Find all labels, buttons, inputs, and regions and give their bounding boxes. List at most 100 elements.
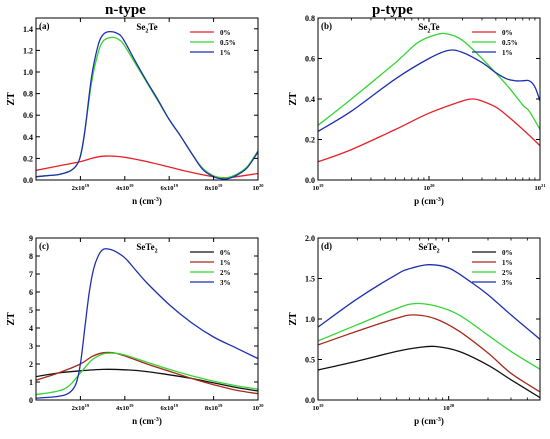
y-tick-label: 7 bbox=[29, 270, 33, 279]
panel-label: (c) bbox=[39, 241, 49, 251]
y-tick-label: 1 bbox=[29, 378, 33, 387]
x-tick-label: 4x1019 bbox=[116, 183, 134, 192]
y-tick-label: 0 bbox=[29, 396, 33, 405]
y-tick-label: 0.8 bbox=[305, 14, 315, 23]
y-tick-label: 0.4 bbox=[23, 133, 33, 142]
legend: 0% 1% 2% 3% bbox=[472, 249, 513, 287]
series-line-1% bbox=[36, 351, 258, 395]
x-tick-label: 1020 bbox=[253, 183, 265, 192]
legend-label: 2% bbox=[502, 269, 513, 277]
y-tick-label: 0.8 bbox=[23, 90, 33, 99]
series-line-2% bbox=[36, 352, 258, 396]
panel-title: SeTe2 bbox=[418, 242, 439, 255]
legend-label: 3% bbox=[220, 279, 231, 287]
series-line-0% bbox=[36, 155, 258, 179]
series-group bbox=[318, 32, 540, 163]
legend-label: 0% bbox=[220, 29, 231, 37]
panel-label: (b) bbox=[321, 21, 332, 31]
x-axis-label: p (cm-3) bbox=[414, 416, 444, 426]
plot-frame bbox=[35, 17, 259, 181]
legend: 0% 0.5% 1% bbox=[190, 29, 236, 57]
legend-label: 0.5% bbox=[220, 39, 236, 47]
series-group bbox=[318, 264, 540, 399]
x-tick-label: 2x1019 bbox=[72, 403, 90, 412]
y-tick-label: 0.2 bbox=[23, 154, 33, 163]
y-tick-label: 0.0 bbox=[305, 176, 315, 185]
panel-title: Se2Te bbox=[136, 22, 157, 35]
y-tick-label: 0.6 bbox=[23, 111, 33, 120]
series-line-1% bbox=[36, 30, 258, 180]
series-group bbox=[36, 248, 258, 399]
plot-frame bbox=[35, 237, 259, 401]
y-tick-label: 9 bbox=[29, 234, 33, 243]
y-tick-label: 0.4 bbox=[305, 95, 315, 104]
y-axis-label: ZT bbox=[6, 92, 17, 106]
x-tick-label: 1019 bbox=[313, 403, 325, 412]
legend: 0% 0.5% 1% bbox=[472, 29, 518, 57]
y-tick-label: 2.0 bbox=[305, 234, 315, 243]
series-line-1% bbox=[318, 49, 540, 132]
panel-label: (d) bbox=[321, 241, 332, 251]
x-tick-label: 6x1019 bbox=[160, 403, 178, 412]
x-tick-label: 2x1019 bbox=[72, 183, 90, 192]
y-axis-label: ZT bbox=[288, 312, 299, 326]
series-line-3% bbox=[36, 248, 258, 399]
x-tick-label: 8x1019 bbox=[205, 183, 223, 192]
x-tick-label: 1021 bbox=[535, 183, 547, 192]
y-tick-label: 5 bbox=[29, 306, 33, 315]
n-type-header: n-type bbox=[105, 2, 146, 18]
x-tick-label: 1020 bbox=[443, 403, 455, 412]
legend-label: 3% bbox=[502, 279, 513, 287]
legend-label: 1% bbox=[220, 49, 231, 57]
panel-d: 0.0 0.5 1.0 1.5 2.0 1019 1020 p (cm-3) ZT (d) SeTe… bbox=[288, 234, 541, 426]
y-tick-label: 1.4 bbox=[23, 25, 33, 34]
y-tick-label: 0.2 bbox=[305, 136, 315, 145]
x-tick-label: 6x1019 bbox=[160, 183, 178, 192]
panel-title: Se2Te bbox=[418, 22, 439, 35]
y-tick-label: 1.5 bbox=[305, 275, 315, 284]
legend-label: 1% bbox=[502, 259, 513, 267]
x-tick-label: 1019 bbox=[313, 183, 325, 192]
series-line-0.5% bbox=[36, 36, 258, 179]
series-group bbox=[36, 30, 258, 180]
y-tick-label: 3 bbox=[29, 342, 33, 351]
y-tick-label: 4 bbox=[29, 324, 33, 333]
series-line-0.5% bbox=[318, 32, 540, 130]
series-line-0% bbox=[36, 368, 258, 392]
y-tick-label: 1.0 bbox=[23, 68, 33, 77]
y-tick-label: 6 bbox=[29, 288, 33, 297]
panel-label: (a) bbox=[39, 21, 50, 31]
x-tick-label: 4x1019 bbox=[116, 403, 134, 412]
series-line-1% bbox=[318, 314, 540, 393]
legend-label: 0% bbox=[220, 249, 231, 257]
legend-label: 0% bbox=[502, 29, 513, 37]
y-tick-label: 0.5 bbox=[305, 356, 315, 365]
panel-c: 0 1 2 3 4 5 6 7 8 9 2x1019 4x1019 6x1019 8x1019 1020 n … bbox=[6, 234, 264, 426]
legend-label: 2% bbox=[220, 269, 231, 277]
legend-label: 0% bbox=[502, 249, 513, 257]
p-type-header: p-type bbox=[372, 2, 413, 18]
x-tick-label: 1020 bbox=[424, 183, 436, 192]
y-tick-label: 2 bbox=[29, 360, 33, 369]
x-axis-label: n (cm-3) bbox=[132, 416, 162, 426]
legend-label: 1% bbox=[502, 49, 513, 57]
x-axis-label: p (cm-3) bbox=[414, 196, 444, 206]
series-line-0% bbox=[318, 98, 540, 163]
x-tick-label: 1020 bbox=[253, 403, 265, 412]
y-tick-label: 8 bbox=[29, 252, 33, 261]
y-tick-label: 0.0 bbox=[305, 396, 315, 405]
x-axis-label: n (cm-3) bbox=[132, 196, 162, 206]
legend: 0% 1% 2% 3% bbox=[190, 249, 231, 287]
y-tick-label: 0.0 bbox=[23, 176, 33, 185]
y-axis-label: ZT bbox=[288, 92, 299, 106]
y-tick-label: 1.0 bbox=[305, 315, 315, 324]
legend-label: 1% bbox=[220, 259, 231, 267]
series-line-0% bbox=[318, 345, 540, 399]
series-line-3% bbox=[318, 264, 540, 340]
legend-label: 0.5% bbox=[502, 39, 518, 47]
y-tick-label: 1.2 bbox=[23, 46, 33, 55]
y-axis-label: ZT bbox=[6, 312, 17, 326]
panel-b: 0.0 0.2 0.4 0.6 0.8 1019 1020 1021 p (cm-3) ZT (b)… bbox=[288, 14, 546, 206]
y-tick-label: 0.6 bbox=[305, 55, 315, 64]
